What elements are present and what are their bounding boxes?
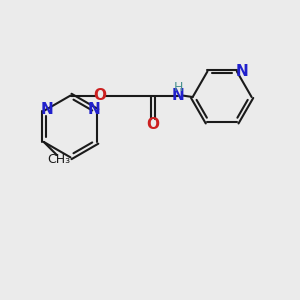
Text: N: N bbox=[87, 102, 100, 117]
Text: H: H bbox=[173, 81, 183, 94]
Text: O: O bbox=[93, 88, 106, 103]
Text: N: N bbox=[41, 102, 54, 117]
Text: O: O bbox=[146, 117, 159, 132]
Text: CH₃: CH₃ bbox=[47, 153, 70, 166]
Text: N: N bbox=[236, 64, 248, 79]
Text: N: N bbox=[172, 88, 184, 103]
